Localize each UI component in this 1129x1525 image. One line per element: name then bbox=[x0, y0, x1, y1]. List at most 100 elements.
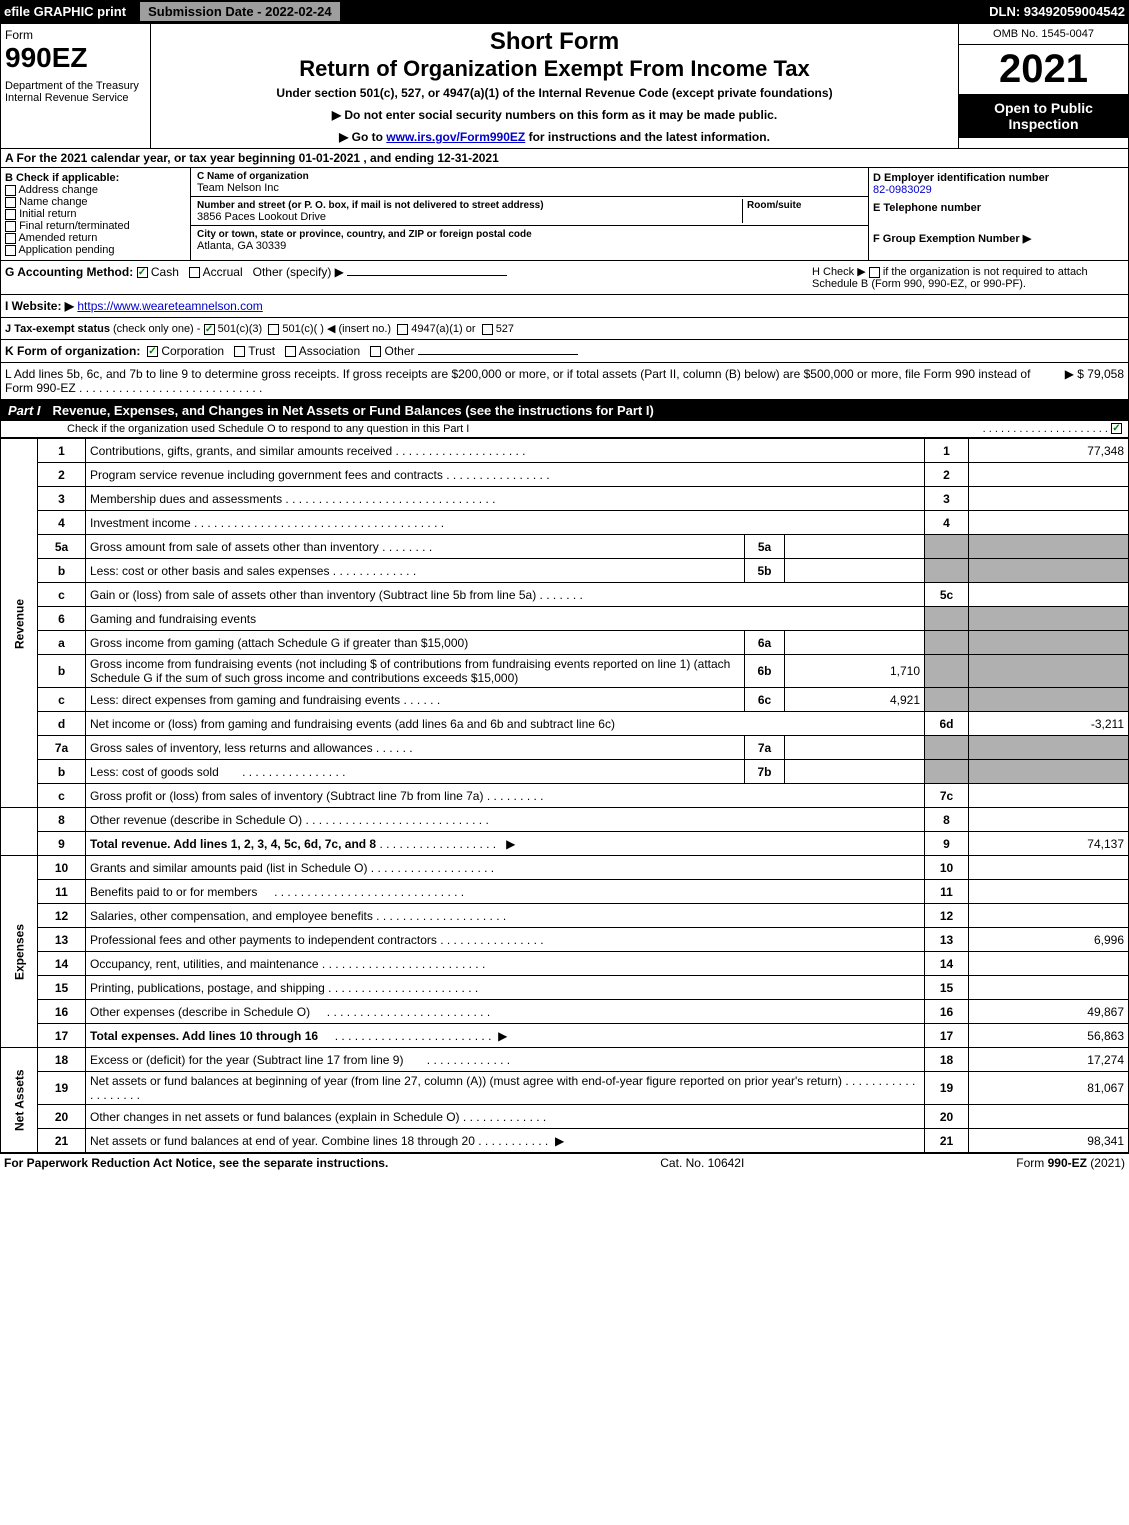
footer-catno: Cat. No. 10642I bbox=[660, 1156, 744, 1170]
line-3: 3Membership dues and assessments . . . .… bbox=[1, 487, 1129, 511]
expenses-vlabel: Expenses bbox=[1, 856, 38, 1048]
chk-final-return[interactable]: Final return/terminated bbox=[5, 220, 186, 232]
omb-number: OMB No. 1545-0047 bbox=[959, 24, 1128, 45]
line-5a: 5aGross amount from sale of assets other… bbox=[1, 535, 1129, 559]
k-label: K Form of organization: bbox=[5, 344, 140, 358]
footer-right: Form 990-EZ (2021) bbox=[1016, 1156, 1125, 1170]
row-a-calendar-year: A For the 2021 calendar year, or tax yea… bbox=[0, 149, 1129, 168]
short-form-title: Short Form bbox=[155, 28, 954, 56]
line-13: 13Professional fees and other payments t… bbox=[1, 928, 1129, 952]
line-21: 21Net assets or fund balances at end of … bbox=[1, 1129, 1129, 1153]
line-6d: dNet income or (loss) from gaming and fu… bbox=[1, 712, 1129, 736]
ein-value: 82-0983029 bbox=[873, 184, 1124, 196]
chk-initial-return[interactable]: Initial return bbox=[5, 208, 186, 220]
chk-accrual[interactable] bbox=[189, 267, 200, 278]
g-label: G Accounting Method: bbox=[5, 265, 133, 279]
chk-schedule-o[interactable] bbox=[1111, 423, 1122, 434]
open-to-public: Open to Public Inspection bbox=[959, 94, 1128, 138]
top-bar: efile GRAPHIC print Submission Date - 20… bbox=[0, 0, 1129, 23]
val-17: 56,863 bbox=[969, 1024, 1129, 1048]
chk-4947[interactable] bbox=[397, 324, 408, 335]
line-1: Revenue 1 Contributions, gifts, grants, … bbox=[1, 439, 1129, 463]
line-6: 6Gaming and fundraising events bbox=[1, 607, 1129, 631]
section-bcdef: B Check if applicable: Address change Na… bbox=[0, 168, 1129, 261]
chk-501c3[interactable] bbox=[204, 324, 215, 335]
chk-amended-return[interactable]: Amended return bbox=[5, 232, 186, 244]
j-sub: (check only one) - bbox=[113, 323, 200, 335]
part-i-header: Part I Revenue, Expenses, and Changes in… bbox=[0, 400, 1129, 421]
row-l: L Add lines 5b, 6c, and 7b to line 9 to … bbox=[0, 363, 1129, 400]
part-i-checknote: Check if the organization used Schedule … bbox=[0, 421, 1129, 438]
line-19: 19Net assets or fund balances at beginni… bbox=[1, 1072, 1129, 1105]
line-12: 12Salaries, other compensation, and empl… bbox=[1, 904, 1129, 928]
form-header: Form 990EZ Department of the Treasury In… bbox=[0, 23, 1129, 149]
line-7c: cGross profit or (loss) from sales of in… bbox=[1, 784, 1129, 808]
box-c: C Name of organization Team Nelson Inc N… bbox=[191, 168, 868, 260]
chk-cash[interactable] bbox=[137, 267, 148, 278]
j-label: J Tax-exempt status bbox=[5, 323, 110, 335]
val-21: 98,341 bbox=[969, 1129, 1129, 1153]
box-g: G Accounting Method: Cash Accrual Other … bbox=[1, 261, 808, 294]
box-def: D Employer identification number 82-0983… bbox=[868, 168, 1128, 260]
line-6b: bGross income from fundraising events (n… bbox=[1, 655, 1129, 688]
chk-527[interactable] bbox=[482, 324, 493, 335]
city-label: City or town, state or province, country… bbox=[197, 229, 532, 240]
line-9: 9Total revenue. Add lines 1, 2, 3, 4, 5c… bbox=[1, 832, 1129, 856]
row-k: K Form of organization: Corporation Trus… bbox=[0, 340, 1129, 363]
row-gh: G Accounting Method: Cash Accrual Other … bbox=[0, 261, 1129, 295]
line-10: Expenses 10Grants and similar amounts pa… bbox=[1, 856, 1129, 880]
chk-application-pending[interactable]: Application pending bbox=[5, 244, 186, 256]
box-b-head: B Check if applicable: bbox=[5, 172, 186, 184]
subtitle: Under section 501(c), 527, or 4947(a)(1)… bbox=[155, 86, 954, 100]
line-15: 15Printing, publications, postage, and s… bbox=[1, 976, 1129, 1000]
val-18: 17,274 bbox=[969, 1048, 1129, 1072]
chk-name-change[interactable]: Name change bbox=[5, 196, 186, 208]
line-7b: bLess: cost of goods sold . . . . . . . … bbox=[1, 760, 1129, 784]
f-label: F Group Exemption Number ▶ bbox=[873, 232, 1124, 245]
room-label: Room/suite bbox=[747, 200, 801, 211]
chk-501c[interactable] bbox=[268, 324, 279, 335]
row-j: J Tax-exempt status (check only one) - 5… bbox=[0, 318, 1129, 340]
line-17: 17Total expenses. Add lines 10 through 1… bbox=[1, 1024, 1129, 1048]
chk-schedule-b[interactable] bbox=[869, 267, 880, 278]
chk-address-change[interactable]: Address change bbox=[5, 184, 186, 196]
l-value: ▶ $ 79,058 bbox=[1057, 367, 1124, 395]
chk-corp[interactable] bbox=[147, 346, 158, 357]
street-address: 3856 Paces Lookout Drive bbox=[197, 211, 326, 223]
box-b: B Check if applicable: Address change Na… bbox=[1, 168, 191, 260]
line-14: 14Occupancy, rent, utilities, and mainte… bbox=[1, 952, 1129, 976]
form-word: Form bbox=[5, 28, 146, 42]
e-label: E Telephone number bbox=[873, 202, 1124, 214]
val-6b: 1,710 bbox=[785, 655, 925, 688]
main-title: Return of Organization Exempt From Incom… bbox=[155, 56, 954, 82]
part-i-num: Part I bbox=[8, 403, 41, 418]
line-5b: bLess: cost or other basis and sales exp… bbox=[1, 559, 1129, 583]
val-6c: 4,921 bbox=[785, 688, 925, 712]
i-label: I Website: ▶ bbox=[5, 299, 74, 313]
l-text: L Add lines 5b, 6c, and 7b to line 9 to … bbox=[5, 367, 1057, 395]
org-name: Team Nelson Inc bbox=[197, 182, 279, 194]
goto-note: ▶ Go to www.irs.gov/Form990EZ for instru… bbox=[155, 130, 954, 144]
irs-link[interactable]: www.irs.gov/Form990EZ bbox=[386, 130, 525, 144]
part-i-title: Revenue, Expenses, and Changes in Net As… bbox=[53, 403, 654, 418]
chk-trust[interactable] bbox=[234, 346, 245, 357]
line-18: Net Assets 18Excess or (deficit) for the… bbox=[1, 1048, 1129, 1072]
tax-year: 2021 bbox=[959, 45, 1128, 94]
footer-left: For Paperwork Reduction Act Notice, see … bbox=[4, 1156, 388, 1170]
chk-assoc[interactable] bbox=[285, 346, 296, 357]
val-1: 77,348 bbox=[969, 439, 1129, 463]
dln-label: DLN: 93492059004542 bbox=[989, 4, 1125, 19]
website-link[interactable]: https://www.weareteamnelson.com bbox=[77, 299, 262, 313]
line-6a: aGross income from gaming (attach Schedu… bbox=[1, 631, 1129, 655]
line-8: 8Other revenue (describe in Schedule O) … bbox=[1, 808, 1129, 832]
line-20: 20Other changes in net assets or fund ba… bbox=[1, 1105, 1129, 1129]
line-6c: cLess: direct expenses from gaming and f… bbox=[1, 688, 1129, 712]
line-16: 16Other expenses (describe in Schedule O… bbox=[1, 1000, 1129, 1024]
header-middle: Short Form Return of Organization Exempt… bbox=[151, 24, 958, 148]
chk-other-org[interactable] bbox=[370, 346, 381, 357]
line-4: 4Investment income . . . . . . . . . . .… bbox=[1, 511, 1129, 535]
val-9: 74,137 bbox=[969, 832, 1129, 856]
goto-pre: ▶ Go to bbox=[339, 130, 386, 144]
line-5c: cGain or (loss) from sale of assets othe… bbox=[1, 583, 1129, 607]
city-state-zip: Atlanta, GA 30339 bbox=[197, 240, 286, 252]
